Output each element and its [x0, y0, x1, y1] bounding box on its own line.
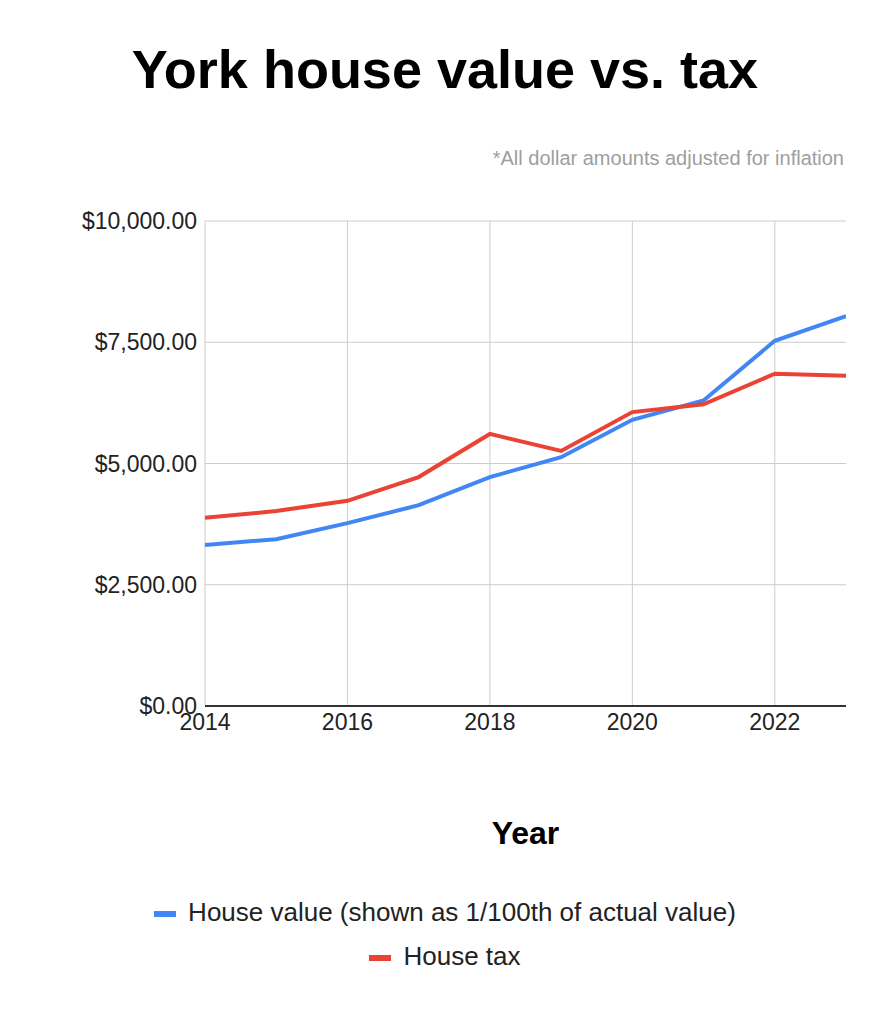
html-text:York house value vs. tax: York house value vs. tax	[131, 39, 759, 99]
svg-text:$0.00: $0.00	[139, 693, 197, 719]
svg-text:$7,500.00: $7,500.00	[95, 329, 197, 355]
svg-text:2014: 2014	[179, 709, 231, 736]
svg-text:$10,000.00: $10,000.00	[82, 208, 197, 234]
svg-text:$5,000.00: $5,000.00	[95, 451, 197, 477]
svg-text:Year: Year	[492, 815, 560, 851]
html-text:House value (shown as 1/100th: House value (shown as 1/100th of actual …	[188, 897, 736, 927]
html-text:House tax: House tax	[403, 941, 521, 971]
svg-text:2018: 2018	[464, 709, 515, 735]
svg-text:$2,500.00: $2,500.00	[95, 572, 197, 598]
html-text:*All dollar amounts adjusted f: *All dollar amounts adjusted for inflati…	[492, 147, 844, 169]
svg-text:2020: 2020	[607, 709, 658, 735]
svg-text:2022: 2022	[749, 709, 800, 735]
svg-text:2016: 2016	[322, 709, 373, 735]
